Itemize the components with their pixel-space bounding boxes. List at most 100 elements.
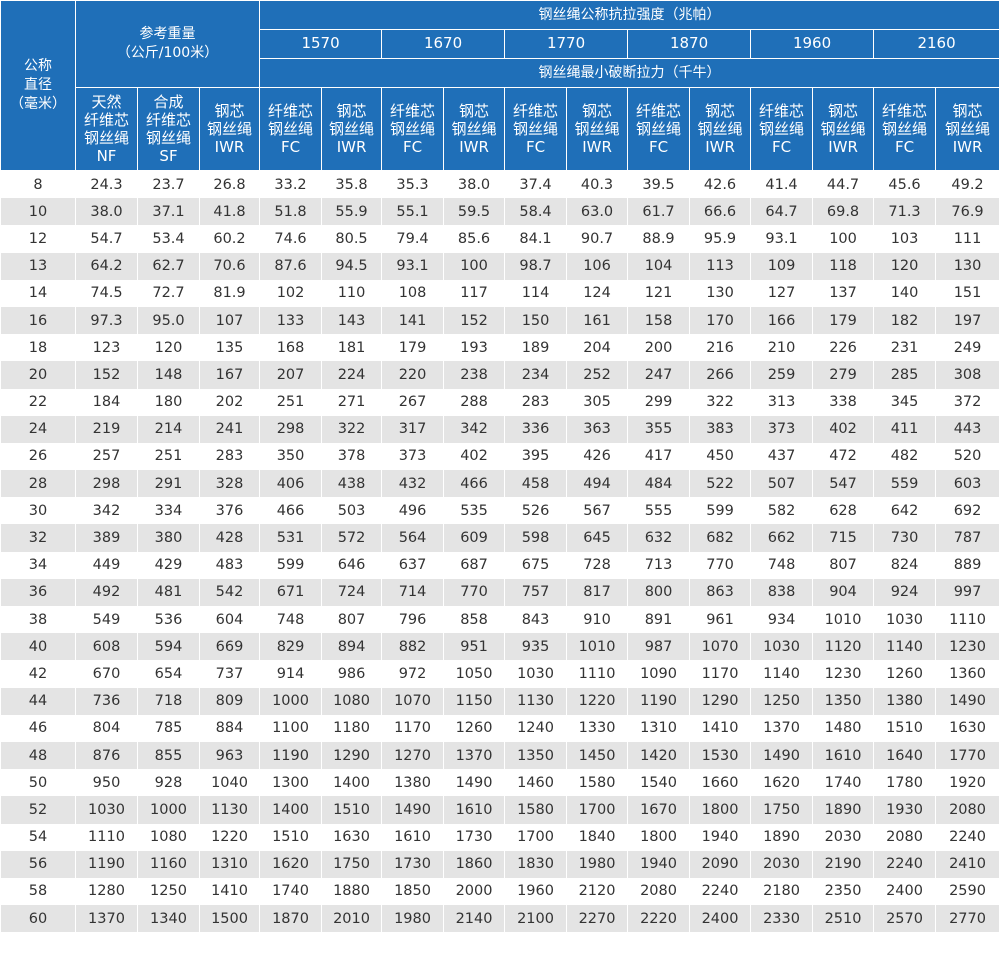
value-cell: 93.1 (381, 252, 445, 280)
value-cell: 1370 (75, 905, 138, 933)
value-cell: 484 (627, 470, 691, 498)
value-cell: 2270 (566, 905, 629, 933)
value-cell: 44.7 (812, 170, 875, 199)
value-cell: 305 (566, 388, 629, 416)
value-cell: 170 (689, 306, 752, 335)
value-cell: 74.6 (259, 225, 323, 253)
value-cell: 2080 (627, 877, 691, 906)
value-cell: 35.8 (321, 170, 383, 199)
value-cell: 494 (566, 470, 629, 498)
value-cell: 1220 (566, 687, 629, 715)
value-cell: 858 (443, 606, 506, 634)
value-cell: 2590 (935, 877, 999, 906)
value-cell: 38.0 (443, 170, 506, 199)
value-cell: 231 (873, 334, 937, 362)
value-cell: 104 (627, 252, 691, 280)
value-cell: 210 (750, 334, 814, 362)
value-cell: 1420 (627, 741, 691, 770)
grade-header: 1960 (750, 29, 875, 59)
value-cell: 1960 (504, 877, 568, 906)
value-cell: 373 (750, 415, 814, 443)
value-cell: 166 (750, 306, 814, 335)
value-cell: 202 (198, 388, 261, 416)
diameter-cell: 34 (0, 551, 76, 579)
value-cell: 1300 (259, 769, 323, 797)
value-cell: 2090 (689, 850, 752, 878)
value-cell: 140 (873, 279, 937, 307)
value-cell: 42.6 (689, 170, 752, 199)
diameter-cell: 32 (0, 524, 76, 552)
reference-weight-header: 参考重量 （公斤/100米） (74, 0, 261, 88)
value-cell: 124 (566, 279, 629, 307)
value-cell: 855 (137, 741, 200, 770)
value-cell: 2770 (935, 905, 999, 933)
value-cell: 1260 (873, 660, 937, 688)
value-cell: 1510 (321, 796, 383, 824)
value-cell: 345 (873, 388, 937, 416)
value-cell: 1780 (873, 769, 937, 797)
value-cell: 549 (75, 606, 138, 634)
value-cell: 429 (137, 551, 200, 579)
value-cell: 342 (75, 497, 138, 525)
value-cell: 670 (75, 660, 138, 688)
value-cell: 90.7 (566, 225, 629, 253)
value-cell: 1380 (873, 687, 937, 715)
value-cell: 219 (75, 415, 138, 443)
value-cell: 1730 (381, 850, 445, 878)
value-cell: 804 (75, 714, 138, 742)
value-cell: 1670 (627, 796, 691, 824)
table-row: 22 184 180 202 251 271 267 288 283 305 299 322 313 33… (0, 388, 999, 416)
value-cell: 934 (750, 606, 814, 634)
value-cell: 1640 (873, 741, 937, 770)
value-cell: 2240 (873, 850, 937, 878)
value-cell: 226 (812, 334, 875, 362)
value-cell: 80.5 (321, 225, 383, 253)
value-cell: 1110 (566, 660, 629, 688)
value-cell: 152 (75, 361, 138, 389)
value-cell: 682 (689, 524, 752, 552)
value-cell: 88.9 (627, 225, 691, 253)
value-cell: 193 (443, 334, 506, 362)
value-cell: 1530 (689, 741, 752, 770)
wire-rope-spec-table: 公称 直径 （毫米） 参考重量 （公斤/100米） 钢丝绳公称抗拉强度（兆帕） … (0, 0, 999, 933)
value-cell: 100 (443, 252, 506, 280)
grade-header: 1570 (259, 29, 383, 59)
value-cell: 594 (137, 633, 200, 661)
value-cell: 317 (381, 415, 445, 443)
value-cell: 2140 (443, 905, 506, 933)
value-cell: 1250 (750, 687, 814, 715)
diameter-cell: 36 (0, 578, 76, 606)
value-cell: 654 (137, 660, 200, 688)
value-cell: 41.4 (750, 170, 814, 199)
value-cell: 2400 (873, 877, 937, 906)
value-cell: 2000 (443, 877, 506, 906)
value-cell: 443 (935, 415, 999, 443)
value-cell: 603 (935, 470, 999, 498)
value-cell: 662 (750, 524, 814, 552)
value-cell: 787 (935, 524, 999, 552)
value-cell: 137 (812, 279, 875, 307)
value-cell: 1930 (873, 796, 937, 824)
value-cell: 2410 (935, 850, 999, 878)
table-row: 40 608 594 669 829 894 882 951 935 1010 987 1070 103… (0, 633, 999, 661)
value-cell: 492 (75, 578, 138, 606)
value-cell: 884 (198, 714, 261, 742)
value-cell: 748 (750, 551, 814, 579)
value-cell: 298 (259, 415, 323, 443)
value-cell: 924 (873, 578, 937, 606)
value-cell: 1700 (566, 796, 629, 824)
grade-header: 2160 (873, 29, 999, 59)
value-cell: 894 (321, 633, 383, 661)
value-cell: 770 (689, 551, 752, 579)
table-row: 24 219 214 241 298 322 317 342 336 363 355 383 373 40… (0, 415, 999, 443)
value-cell: 127 (750, 279, 814, 307)
value-cell: 60.2 (198, 225, 261, 253)
value-cell: 53.4 (137, 225, 200, 253)
diameter-cell: 18 (0, 334, 76, 362)
value-cell: 1890 (812, 796, 875, 824)
diameter-cell: 54 (0, 823, 76, 851)
value-cell: 1840 (566, 823, 629, 851)
value-cell: 49.2 (935, 170, 999, 199)
value-cell: 38.0 (75, 198, 138, 226)
value-cell: 363 (566, 415, 629, 443)
